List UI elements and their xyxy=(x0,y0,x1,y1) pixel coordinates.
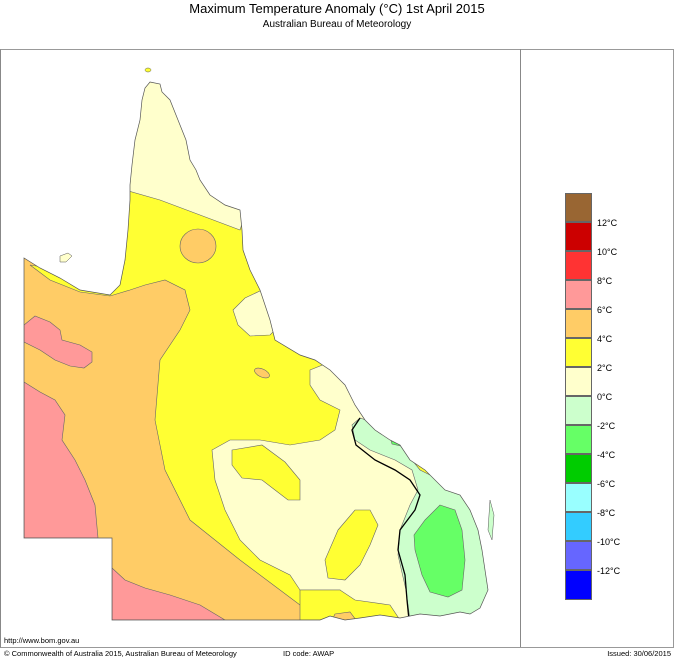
legend-swatch-m4-m2 xyxy=(565,425,592,454)
legend-swatch-12-plus xyxy=(565,193,592,222)
legend-swatch-m12-minus xyxy=(565,570,592,600)
legend-swatch-m12-m10 xyxy=(565,541,592,570)
legend-swatch-m6-m4 xyxy=(565,454,592,483)
copyright-notice: © Commonwealth of Australia 2015, Austra… xyxy=(4,649,237,658)
legend-label: 2°C xyxy=(597,363,613,373)
legend-label: 12°C xyxy=(597,218,618,228)
legend-label: -8°C xyxy=(597,508,616,518)
legend-divider xyxy=(520,49,521,647)
legend-label: 10°C xyxy=(597,247,618,257)
legend-label: 0°C xyxy=(597,392,613,402)
legend-label: -4°C xyxy=(597,450,616,460)
legend-label: 6°C xyxy=(597,305,613,315)
map-title: Maximum Temperature Anomaly (°C) 1st Apr… xyxy=(189,1,485,16)
issued-date: Issued: 30/06/2015 xyxy=(607,649,671,658)
bom-url-link[interactable]: http://www.bom.gov.au xyxy=(4,636,80,645)
legend-swatch-2-4 xyxy=(565,338,592,367)
legend-label: -2°C xyxy=(597,421,616,431)
legend-label: 4°C xyxy=(597,334,613,344)
legend-label: -10°C xyxy=(597,537,621,547)
legend-label: -12°C xyxy=(597,566,621,576)
legend-swatch-8-10 xyxy=(565,251,592,280)
id-code: ID code: AWAP xyxy=(283,649,335,658)
legend-label: -6°C xyxy=(597,479,616,489)
legend-swatch-m2-0 xyxy=(565,396,592,425)
legend-swatch-m10-m8 xyxy=(565,512,592,541)
queensland-anomaly-map xyxy=(23,67,495,621)
legend-swatch-6-8 xyxy=(565,280,592,309)
legend-swatch-m8-m6 xyxy=(565,483,592,512)
legend-swatch-10-12 xyxy=(565,222,592,251)
map-subtitle: Australian Bureau of Meteorology xyxy=(262,19,412,30)
legend-swatch-4-6 xyxy=(565,309,592,338)
legend-label: 8°C xyxy=(597,276,613,286)
legend-swatch-0-2 xyxy=(565,367,592,396)
